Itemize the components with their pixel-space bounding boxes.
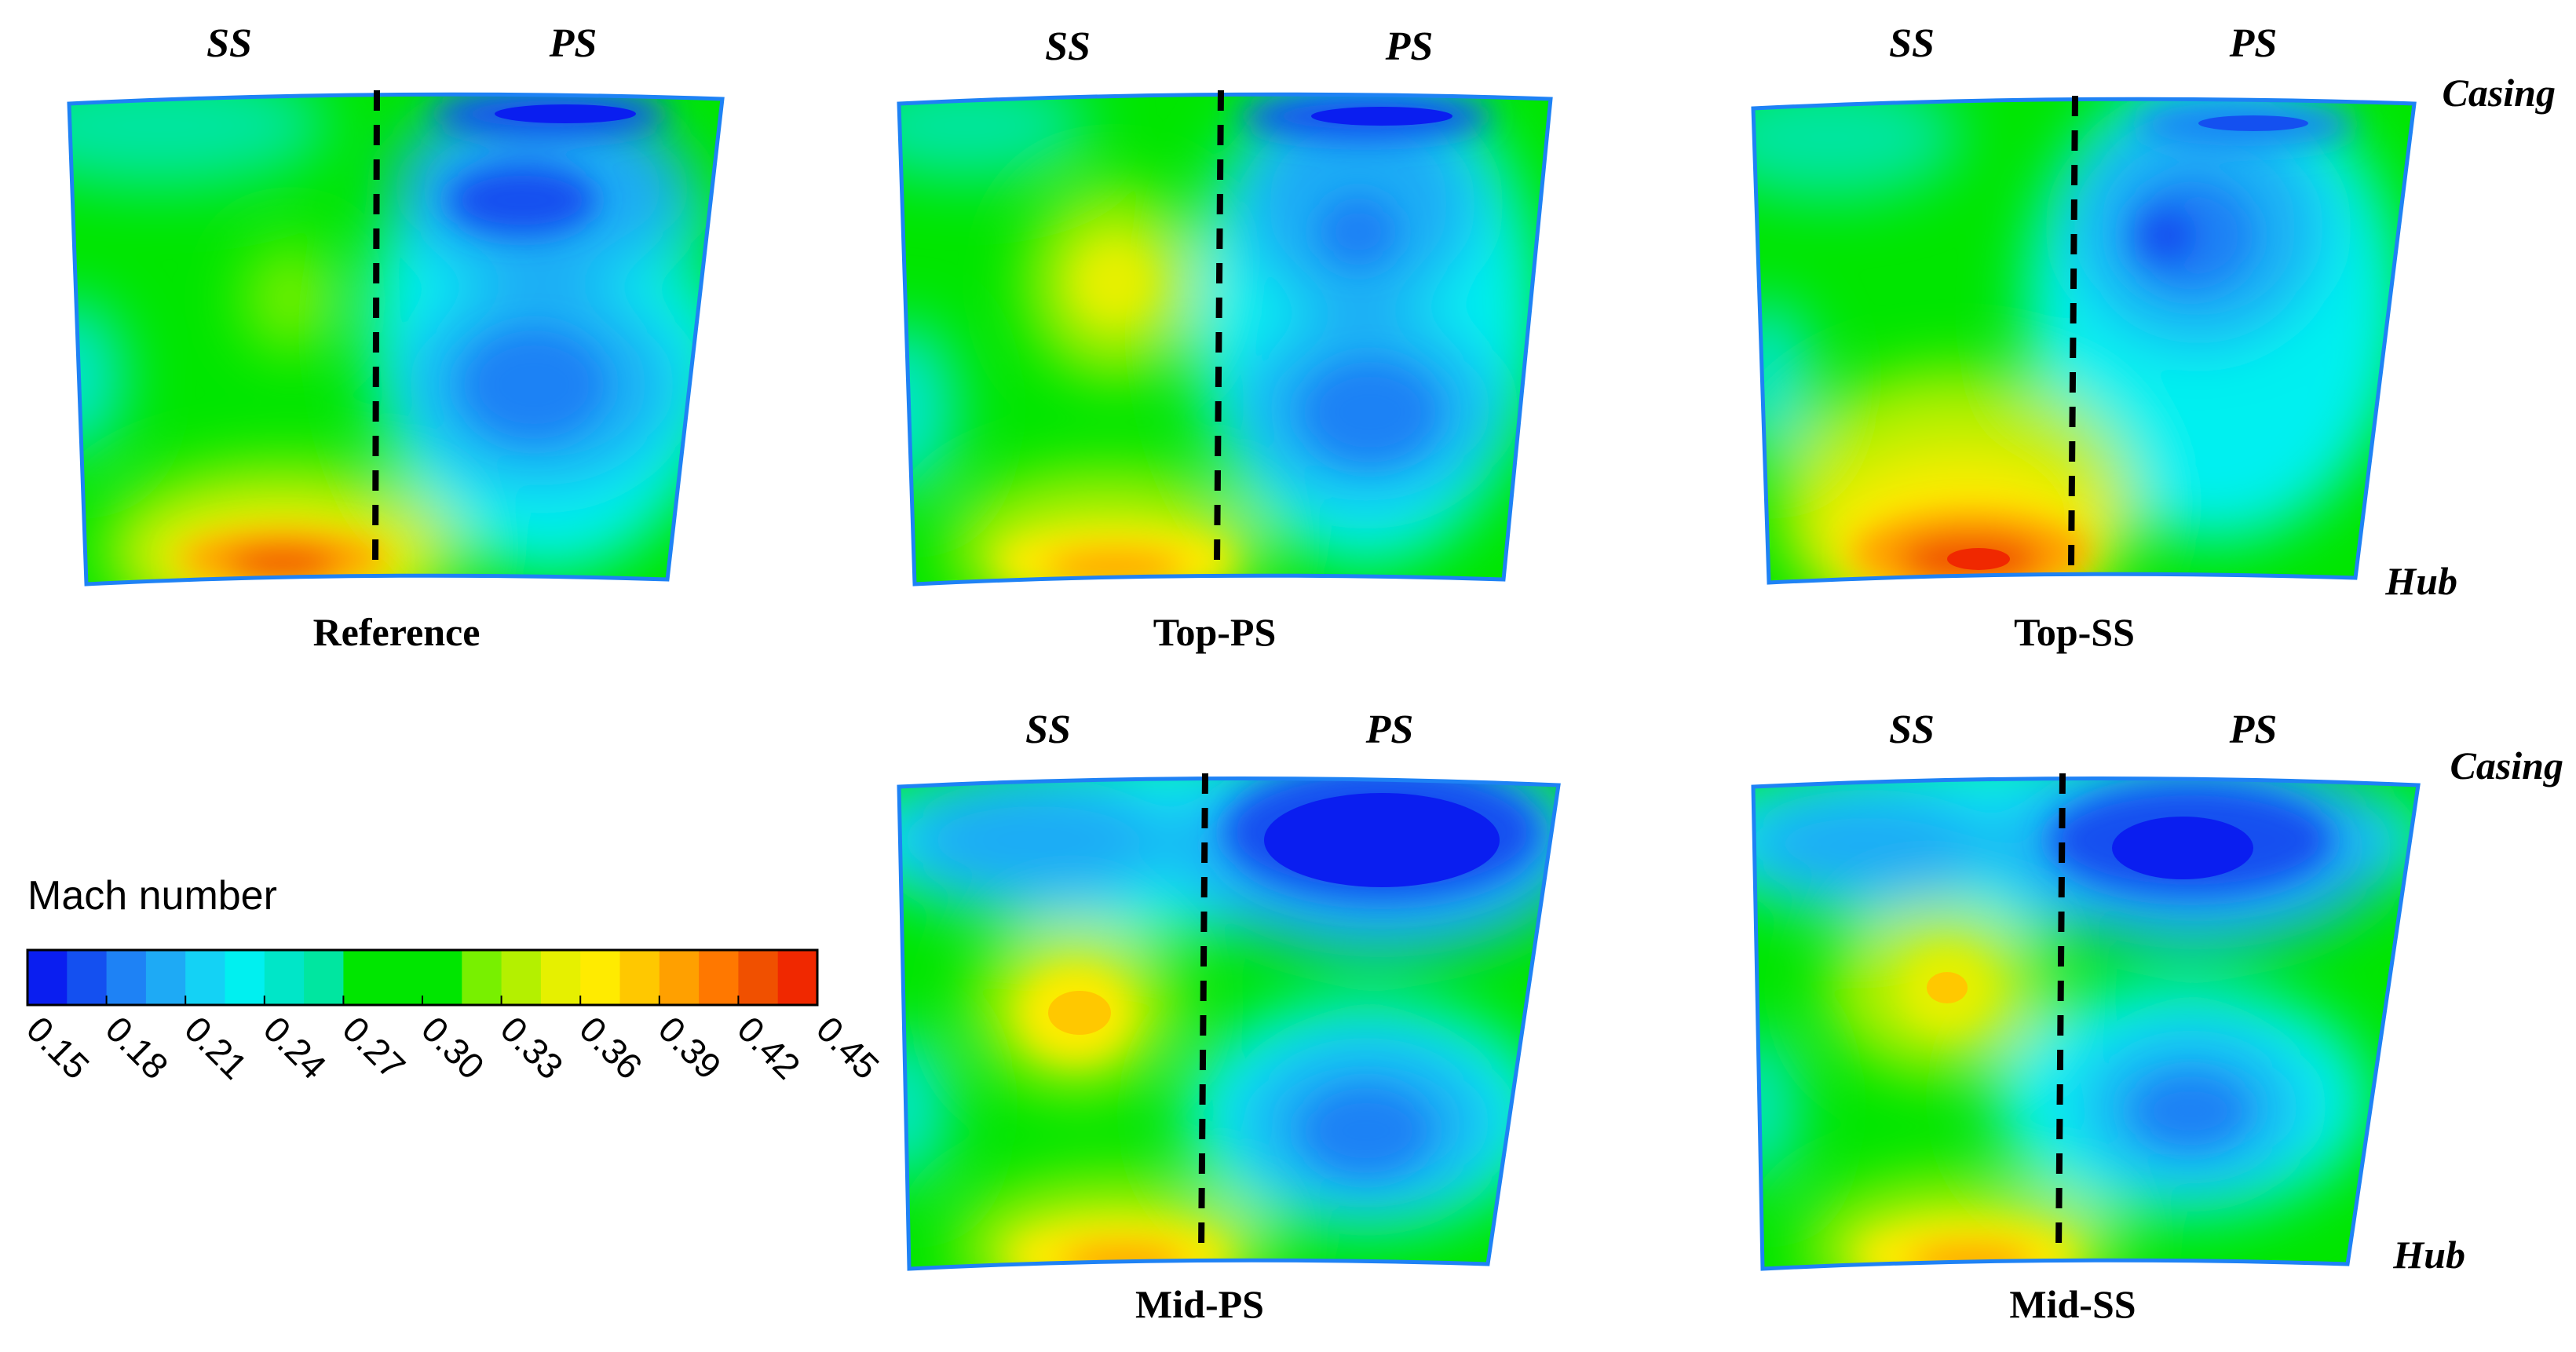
colorbar-tick-label: 0.27 <box>334 1008 413 1087</box>
colorbar-band <box>462 950 502 1005</box>
ss-label: SS <box>1045 24 1091 69</box>
colorbar-ticks: 0.15 0.18 0.21 0.24 0.27 0.30 0.33 0.36 0.39 0.42… <box>19 996 887 1087</box>
colorbar-band <box>738 950 779 1005</box>
colorbar-band <box>501 950 542 1005</box>
panel-caption: Top-SS <box>2014 610 2135 654</box>
colorbar-band <box>67 950 108 1005</box>
blade-outline-top-ss <box>1751 97 2417 585</box>
colorbar-band <box>619 950 660 1005</box>
panel-mid-ps: SS PS Mid-PS <box>897 707 1561 1326</box>
colorbar-legend: Mach number 0.15 0.18 0.21 0.24 0.27 0.30 0.33… <box>19 873 887 1087</box>
colorbar-band <box>106 950 147 1005</box>
colorbar-band <box>777 950 818 1005</box>
hub-label: Hub <box>2384 559 2457 603</box>
colorbar-tick-label: 0.39 <box>651 1008 729 1087</box>
contour-field-top-ps <box>899 94 1551 584</box>
panel-reference: SS PS Reference <box>67 21 725 654</box>
colorbar-band <box>185 950 226 1005</box>
ps-label: PS <box>2229 707 2278 752</box>
casing-label: Casing <box>2450 744 2563 787</box>
ss-label: SS <box>206 21 252 66</box>
colorbar-title: Mach number <box>27 873 277 919</box>
panel-top-ps: SS PS Top-PS <box>897 24 1553 654</box>
colorbar-tick-label: 0.36 <box>572 1008 650 1087</box>
colorbar-tick-label: 0.33 <box>493 1008 572 1087</box>
colorbar-tick-label: 0.18 <box>98 1008 177 1087</box>
colorbar-band <box>304 950 344 1005</box>
ss-label: SS <box>1025 707 1071 752</box>
hub-label: Hub <box>2392 1233 2465 1277</box>
stagnation-divider-mid-ss <box>2055 773 2066 1253</box>
blade-outline-mid-ps <box>897 776 1561 1271</box>
panel-caption: Reference <box>313 610 480 654</box>
ps-label: PS <box>2229 21 2278 66</box>
contour-field-top-ss <box>1753 99 2414 583</box>
panel-caption: Mid-SS <box>2009 1282 2136 1326</box>
casing-label: Casing <box>2442 71 2556 115</box>
colorbar-bands <box>27 950 818 1005</box>
ps-label: PS <box>1385 24 1434 69</box>
panel-top-ss: SS PS Casing Hub Top-SS <box>1751 21 2556 654</box>
stagnation-divider-top-ps <box>1214 90 1224 566</box>
blade-outline-top-ps <box>897 92 1553 586</box>
colorbar-band <box>422 950 462 1005</box>
blade-outline-reference <box>67 92 725 586</box>
colorbar-band <box>659 950 700 1005</box>
colorbar-band <box>540 950 581 1005</box>
colorbar-band <box>580 950 621 1005</box>
colorbar-band <box>699 950 739 1005</box>
panel-caption: Mid-PS <box>1135 1282 1264 1326</box>
colorbar-band <box>264 950 305 1005</box>
colorbar-tick-label: 0.42 <box>729 1008 808 1087</box>
contour-field-mid-ps <box>899 778 1558 1269</box>
colorbar-band <box>145 950 186 1005</box>
colorbar-band <box>225 950 265 1005</box>
colorbar-tick-label: 0.24 <box>256 1008 334 1087</box>
colorbar-tick-label: 0.30 <box>414 1008 492 1087</box>
colorbar-tick-label: 0.21 <box>177 1008 255 1087</box>
ss-label: SS <box>1889 21 1935 66</box>
colorbar-tick-label: 0.15 <box>19 1008 97 1087</box>
stagnation-divider-top-ss <box>2068 95 2078 566</box>
blade-outline-mid-ss <box>1751 776 2421 1271</box>
panel-caption: Top-PS <box>1153 610 1277 654</box>
ss-label: SS <box>1889 707 1935 752</box>
stagnation-divider-mid-ps <box>1198 773 1208 1253</box>
colorbar-band <box>382 950 423 1005</box>
panel-mid-ss: SS PS Casing Hub Mid-SS <box>1751 707 2563 1326</box>
ps-label: PS <box>549 21 597 66</box>
colorbar-band <box>27 950 68 1005</box>
ps-label: PS <box>1365 707 1414 752</box>
colorbar-tick-label: 0.45 <box>809 1008 887 1087</box>
stagnation-divider-reference <box>372 90 380 566</box>
colorbar-band <box>343 950 384 1005</box>
